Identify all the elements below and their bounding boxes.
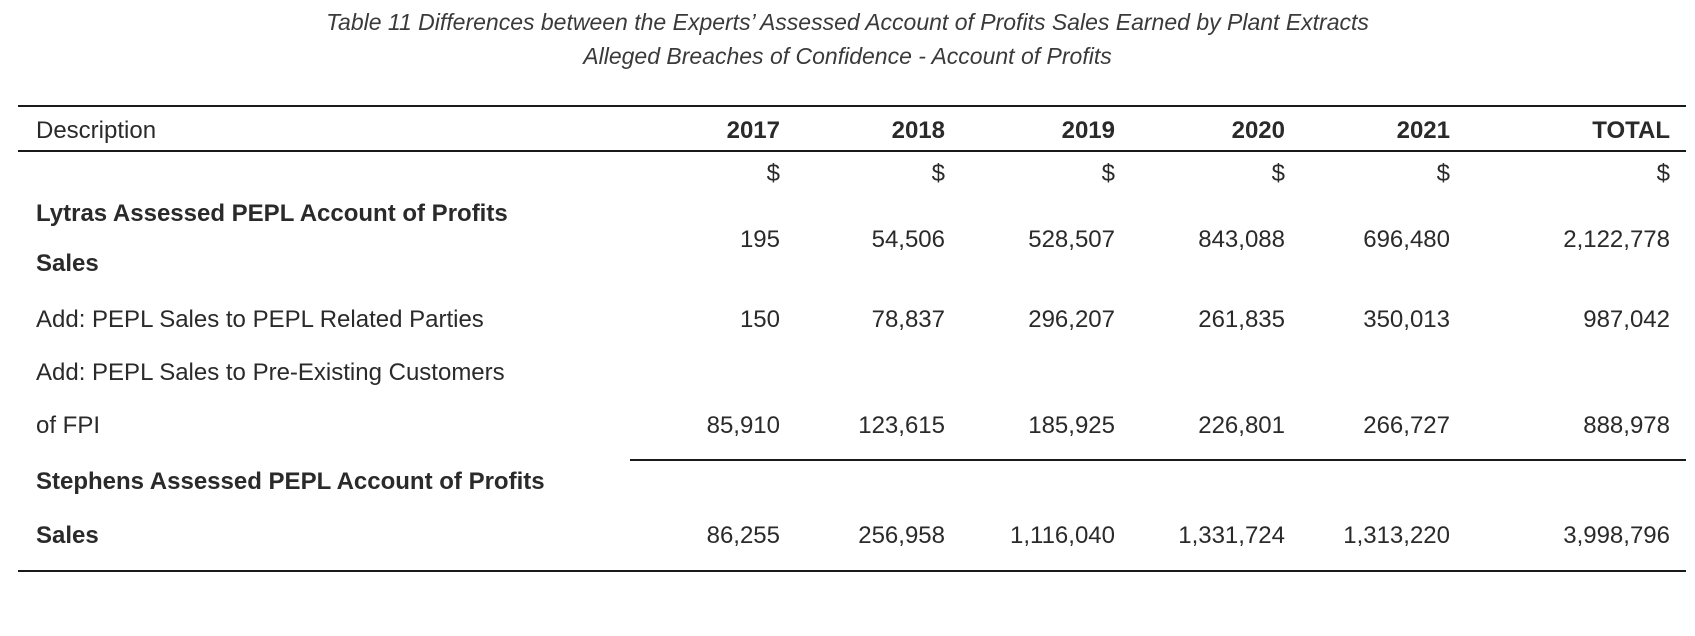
- row-related-parties-2018: 78,837: [871, 306, 945, 333]
- row-stephens-label-line2: Sales: [36, 522, 99, 549]
- currency-2021: $: [1436, 160, 1450, 187]
- header-year-2019: 2019: [1061, 117, 1115, 144]
- row-related-parties-total: 987,042: [1583, 306, 1670, 333]
- header-year-2017: 2017: [726, 117, 780, 144]
- row-lytras-label-line2: Sales: [36, 250, 99, 277]
- currency-2017: $: [766, 160, 780, 187]
- header-description: Description: [36, 117, 157, 144]
- header-year-2020: 2020: [1231, 117, 1285, 144]
- row-pre-existing-2020: 226,801: [1198, 412, 1285, 439]
- row-pre-existing-2017: 85,910: [706, 412, 780, 439]
- row-stephens-2021: 1,313,220: [1343, 522, 1450, 549]
- header-total: TOTAL: [1592, 117, 1670, 144]
- row-stephens-2017: 86,255: [706, 522, 780, 549]
- row-related-parties-2021: 350,013: [1363, 306, 1450, 333]
- header-year-2021: 2021: [1396, 117, 1450, 144]
- row-lytras-2017: 195: [739, 226, 780, 253]
- header-year-2018: 2018: [891, 117, 945, 144]
- row-stephens-2018: 256,958: [858, 522, 945, 549]
- table-bottom-rule: [18, 570, 1686, 572]
- row-related-parties-2019: 296,207: [1028, 306, 1115, 333]
- row-stephens-total: 3,998,796: [1563, 522, 1670, 549]
- currency-total: $: [1656, 160, 1670, 187]
- row-lytras-2019: 528,507: [1028, 226, 1115, 253]
- row-stephens-2019: 1,116,040: [1010, 522, 1115, 549]
- row-pre-existing-label-line2: of FPI: [36, 412, 101, 439]
- row-pre-existing-2019: 185,925: [1028, 412, 1115, 439]
- row-lytras-2018: 54,506: [871, 226, 945, 253]
- table-top-rule: [18, 105, 1686, 107]
- row-pre-existing-total: 888,978: [1583, 412, 1670, 439]
- currency-2020: $: [1271, 160, 1285, 187]
- row-related-parties-2020: 261,835: [1198, 306, 1285, 333]
- header-bottom-rule: [18, 150, 1686, 152]
- table-caption-subtitle: Alleged Breaches of Confidence - Account…: [583, 43, 1112, 69]
- row-lytras-2021: 696,480: [1363, 226, 1450, 253]
- row-pre-existing-label-line1: Add: PEPL Sales to Pre-Existing Customer…: [36, 359, 505, 386]
- currency-2019: $: [1101, 160, 1115, 187]
- row-related-parties-2017: 150: [739, 306, 780, 333]
- row-stephens-label-line1: Stephens Assessed PEPL Account of Profit…: [36, 468, 545, 495]
- row-related-parties-label: Add: PEPL Sales to PEPL Related Parties: [36, 306, 484, 333]
- subtotal-rule: [630, 459, 1686, 461]
- row-lytras-total: 2,122,778: [1563, 226, 1670, 253]
- table-caption-title: Table 11 Differences between the Experts…: [326, 9, 1369, 35]
- row-lytras-label-line1: Lytras Assessed PEPL Account of Profits: [36, 200, 508, 227]
- row-lytras-2020: 843,088: [1198, 226, 1285, 253]
- row-pre-existing-2021: 266,727: [1363, 412, 1450, 439]
- row-pre-existing-2018: 123,615: [858, 412, 945, 439]
- row-stephens-2020: 1,331,724: [1178, 522, 1285, 549]
- currency-2018: $: [931, 160, 945, 187]
